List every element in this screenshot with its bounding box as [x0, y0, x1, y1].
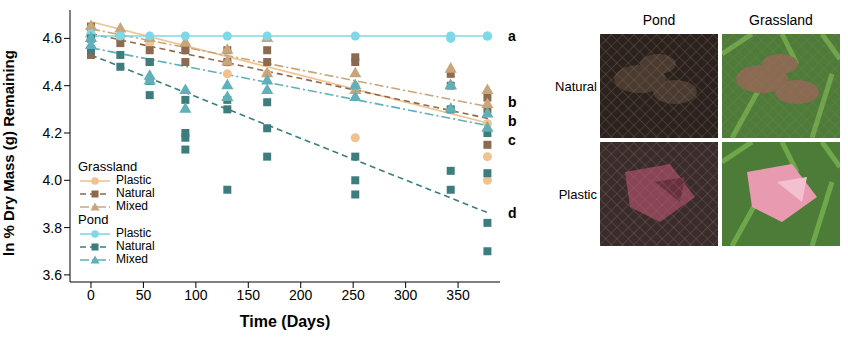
svg-text:4.6: 4.6 — [43, 30, 63, 46]
svg-text:250: 250 — [341, 287, 365, 303]
svg-text:50: 50 — [136, 287, 152, 303]
svg-text:100: 100 — [184, 287, 208, 303]
html-text:Mixed: Mixed — [116, 252, 148, 266]
svg-text:0: 0 — [87, 287, 95, 303]
html-text:Natural: Natural — [116, 239, 155, 253]
svg-text:3.6: 3.6 — [43, 267, 63, 283]
svg-text:ln % Dry Mass (g) Remaining: ln % Dry Mass (g) Remaining — [0, 50, 17, 256]
html-text:Natural: Natural — [116, 186, 155, 200]
svg-text:4.2: 4.2 — [43, 125, 63, 141]
svg-text:d: d — [508, 205, 517, 221]
svg-text:150: 150 — [237, 287, 261, 303]
svg-text:350: 350 — [446, 287, 470, 303]
html-text:Natural: Natural — [555, 78, 597, 94]
svg-text:3.8: 3.8 — [43, 220, 63, 236]
svg-text:b: b — [508, 94, 517, 110]
html-text:Pond: Pond — [642, 12, 676, 28]
svg-text:c: c — [508, 132, 516, 148]
svg-text:a: a — [508, 28, 516, 44]
svg-text:Time (Days): Time (Days) — [240, 313, 330, 330]
html-text:Grassland: Grassland — [78, 159, 138, 174]
svg-text:300: 300 — [394, 287, 418, 303]
svg-text:b: b — [508, 113, 517, 129]
html-text:Plastic: Plastic — [116, 226, 152, 240]
html-text:Grassland: Grassland — [749, 12, 813, 28]
html-text:Plastic: Plastic — [558, 186, 597, 202]
html-text:Mixed: Mixed — [116, 199, 148, 213]
svg-text:200: 200 — [289, 287, 313, 303]
svg-text:4.0: 4.0 — [43, 172, 63, 188]
svg-text:4.4: 4.4 — [43, 78, 63, 94]
html-text:Plastic: Plastic — [116, 173, 152, 187]
html-text:Pond: Pond — [78, 212, 109, 227]
